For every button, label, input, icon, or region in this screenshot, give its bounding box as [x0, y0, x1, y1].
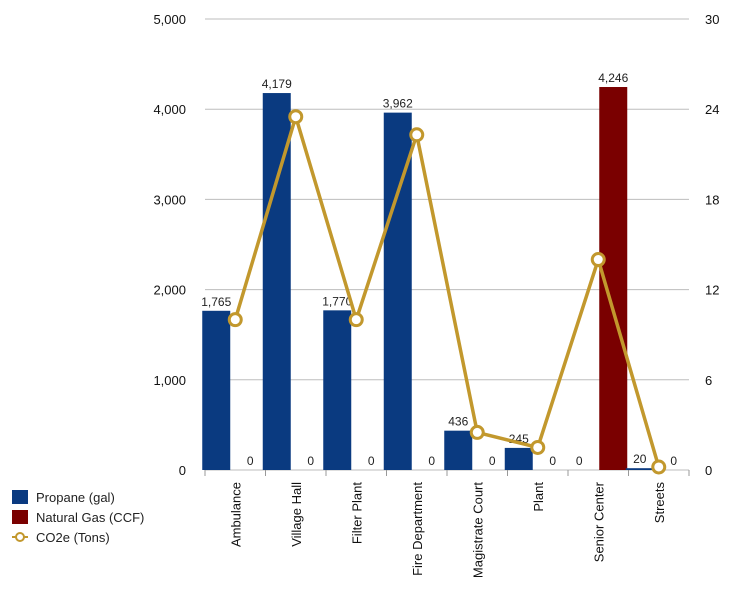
bar-data-label: 1,765 [201, 295, 231, 309]
bar-data-label: 0 [247, 454, 254, 468]
left-axis-tick-label: 5,000 [153, 12, 186, 27]
bar-data-label: 436 [448, 415, 468, 429]
bar-data-label: 4,246 [598, 71, 628, 85]
right-axis-tick-label: 24 [705, 102, 719, 117]
chart-legend: Propane (gal) Natural Gas (CCF) CO2e (To… [12, 487, 144, 547]
propane-swatch [12, 490, 28, 504]
category-label: Ambulance [228, 482, 243, 547]
co2e-line-icon [12, 530, 28, 544]
bar-propane [444, 430, 473, 470]
bar-propane [323, 310, 352, 470]
category-label: Fire Department [410, 482, 425, 576]
bar-propane [262, 93, 291, 470]
bar-data-label: 0 [670, 454, 677, 468]
co2e-point [469, 424, 485, 440]
left-axis-tick-label: 1,000 [153, 373, 186, 388]
category-label: Magistrate Court [470, 482, 485, 578]
bar-data-label: 3,962 [383, 97, 413, 111]
bar-data-label: 4,179 [262, 77, 292, 91]
right-axis-tick-label: 30 [705, 12, 719, 27]
co2e-point [409, 127, 425, 143]
natural-gas-swatch [12, 510, 28, 524]
bar-data-label: 0 [428, 454, 435, 468]
category-label: Streets [652, 482, 667, 524]
bar-propane [625, 468, 654, 470]
bar-propane [383, 112, 412, 471]
bar-data-label: 20 [633, 452, 647, 466]
left-axis-tick-label: 3,000 [153, 192, 186, 207]
legend-label-propane: Propane (gal) [36, 489, 115, 505]
category-label: Filter Plant [349, 482, 364, 545]
bar-propane [504, 447, 533, 470]
co2e-point [288, 109, 304, 125]
co2e-point [348, 312, 364, 328]
bar-propane [202, 310, 231, 470]
right-axis-tick-label: 0 [705, 463, 712, 478]
legend-item-co2e: CO2e (Tons) [12, 527, 144, 547]
legend-label-natural-gas: Natural Gas (CCF) [36, 509, 145, 525]
left-axis-tick-label: 4,000 [153, 102, 186, 117]
co2e-point [590, 252, 606, 268]
bar-data-label: 1,770 [322, 294, 352, 308]
bar-data-label: 0 [307, 454, 314, 468]
co2e-point [651, 459, 667, 475]
category-label: Senior Center [591, 481, 606, 562]
legend-label-co2e: CO2e (Tons) [36, 529, 110, 545]
legend-item-propane: Propane (gal) [12, 487, 144, 507]
right-axis-tick-label: 12 [705, 283, 719, 298]
right-axis-tick-label: 18 [705, 192, 719, 207]
bar-data-label: 0 [576, 454, 583, 468]
bar-data-label: 0 [368, 454, 375, 468]
bar-data-label: 0 [489, 454, 496, 468]
left-axis-tick-label: 2,000 [153, 283, 186, 298]
co2e-line [233, 114, 661, 468]
category-label: Plant [531, 482, 546, 512]
right-axis-tick-label: 6 [705, 373, 712, 388]
co2e-point [227, 312, 243, 328]
co2e-point [530, 439, 546, 455]
bar-data-label: 0 [549, 454, 556, 468]
left-axis-tick-label: 0 [179, 463, 186, 478]
category-label: Village Hall [289, 482, 304, 547]
legend-item-natural-gas: Natural Gas (CCF) [12, 507, 144, 527]
